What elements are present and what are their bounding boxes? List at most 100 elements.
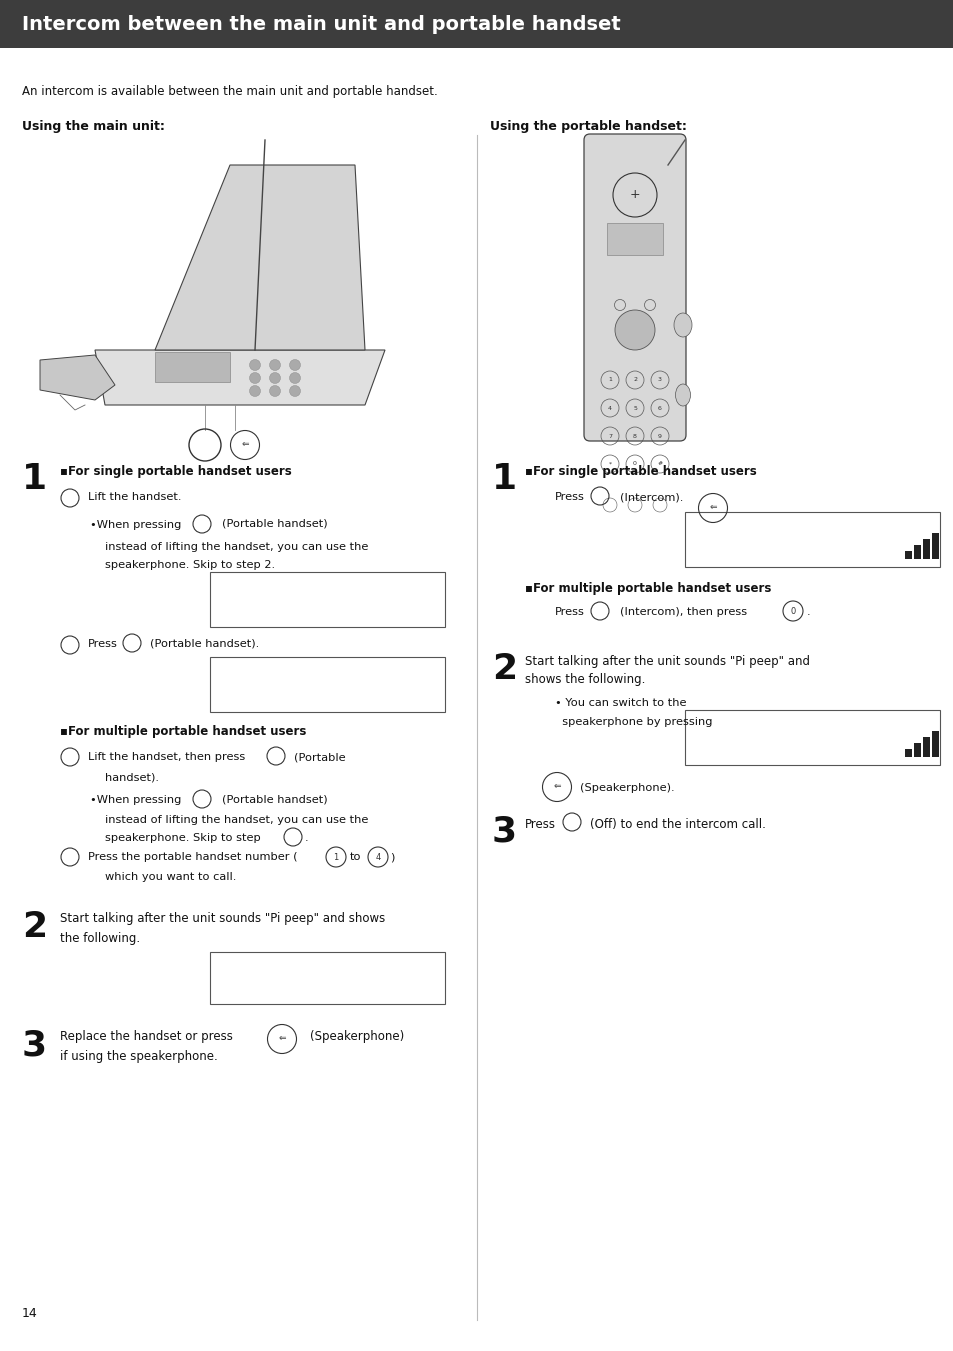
Text: (Intercom), then press: (Intercom), then press xyxy=(619,607,746,617)
Text: to: to xyxy=(350,852,361,862)
Text: Lift the handset, then press: Lift the handset, then press xyxy=(88,753,245,762)
Text: 1: 1 xyxy=(333,852,338,862)
Text: (Off) to end the intercom call.: (Off) to end the intercom call. xyxy=(589,817,765,831)
Text: 1: 1 xyxy=(607,377,611,382)
Text: 2: 2 xyxy=(633,377,637,382)
Bar xyxy=(684,711,939,765)
Circle shape xyxy=(289,385,300,396)
Text: •When pressing: •When pressing xyxy=(90,794,181,805)
Text: An intercom is available between the main unit and portable handset.: An intercom is available between the mai… xyxy=(22,85,437,99)
Text: 1: 1 xyxy=(22,462,47,496)
Circle shape xyxy=(269,359,280,370)
Circle shape xyxy=(289,359,300,370)
Text: 14: 14 xyxy=(22,1306,38,1320)
Bar xyxy=(913,743,920,757)
Text: Start talking after the unit sounds "Pi peep" and shows: Start talking after the unit sounds "Pi … xyxy=(60,912,385,925)
Bar xyxy=(606,223,662,255)
Text: handset).: handset). xyxy=(105,771,159,782)
Text: ▪For single portable handset users: ▪For single portable handset users xyxy=(60,465,292,478)
Text: 3: 3 xyxy=(22,1028,47,1062)
Text: 3: 3 xyxy=(492,815,517,848)
Text: 2: 2 xyxy=(492,653,517,686)
Bar xyxy=(923,539,929,559)
Text: Using the portable handset:: Using the portable handset: xyxy=(490,120,686,132)
Text: 6: 6 xyxy=(658,405,661,411)
Text: speakerphone by pressing: speakerphone by pressing xyxy=(555,717,712,727)
Text: Replace the handset or press: Replace the handset or press xyxy=(60,1029,233,1043)
Text: 3: 3 xyxy=(658,377,661,382)
Text: 0: 0 xyxy=(789,607,795,616)
Text: #: # xyxy=(657,462,662,466)
Circle shape xyxy=(269,385,280,396)
Text: 1: 1 xyxy=(492,462,517,496)
Bar xyxy=(904,748,911,757)
Text: ⇐: ⇐ xyxy=(278,1035,286,1043)
Text: (Portable handset): (Portable handset) xyxy=(222,794,327,805)
Text: Press: Press xyxy=(88,639,118,648)
Text: the following.: the following. xyxy=(60,932,140,944)
Text: (Speakerphone).: (Speakerphone). xyxy=(579,784,674,793)
Text: ⇐: ⇐ xyxy=(708,504,716,512)
Text: ▪For multiple portable handset users: ▪For multiple portable handset users xyxy=(60,725,306,738)
Text: speakerphone. Skip to step 2.: speakerphone. Skip to step 2. xyxy=(105,561,274,570)
Text: Start talking after the unit sounds "Pi peep" and: Start talking after the unit sounds "Pi … xyxy=(524,655,809,667)
Ellipse shape xyxy=(673,313,691,336)
Text: ⇐: ⇐ xyxy=(241,440,249,450)
Text: 4: 4 xyxy=(375,852,380,862)
Text: .: . xyxy=(806,607,810,617)
Ellipse shape xyxy=(675,384,690,407)
Bar xyxy=(154,353,230,382)
Bar xyxy=(210,952,444,1004)
Text: • You can switch to the: • You can switch to the xyxy=(555,698,686,708)
Text: .: . xyxy=(305,834,309,843)
Text: (Portable: (Portable xyxy=(294,753,345,762)
Polygon shape xyxy=(154,165,365,350)
Text: *: * xyxy=(608,462,611,466)
Text: Press: Press xyxy=(555,492,584,503)
Text: 8: 8 xyxy=(633,434,637,439)
Text: which you want to call.: which you want to call. xyxy=(105,871,236,882)
Circle shape xyxy=(615,309,655,350)
Text: ⇐: ⇐ xyxy=(553,782,560,792)
Text: instead of lifting the handset, you can use the: instead of lifting the handset, you can … xyxy=(105,815,368,825)
Bar xyxy=(684,512,939,567)
Text: speakerphone. Skip to step: speakerphone. Skip to step xyxy=(105,834,260,843)
Text: shows the following.: shows the following. xyxy=(524,673,644,686)
Bar xyxy=(923,738,929,757)
Bar xyxy=(931,534,938,559)
Circle shape xyxy=(289,373,300,384)
Text: (Portable handset): (Portable handset) xyxy=(222,517,327,528)
Circle shape xyxy=(250,359,260,370)
Bar xyxy=(931,731,938,757)
Bar xyxy=(210,571,444,627)
Text: ): ) xyxy=(390,852,394,862)
Text: (Intercom).: (Intercom). xyxy=(619,492,682,503)
Polygon shape xyxy=(95,350,385,405)
Text: ▪For single portable handset users: ▪For single portable handset users xyxy=(524,465,756,478)
Text: Press: Press xyxy=(555,607,584,617)
Text: Using the main unit:: Using the main unit: xyxy=(22,120,165,132)
Circle shape xyxy=(250,373,260,384)
Text: •When pressing: •When pressing xyxy=(90,520,181,530)
Text: ▪For multiple portable handset users: ▪For multiple portable handset users xyxy=(524,582,771,594)
Text: Intercom between the main unit and portable handset: Intercom between the main unit and porta… xyxy=(22,15,620,34)
Text: 9: 9 xyxy=(658,434,661,439)
Text: Lift the handset.: Lift the handset. xyxy=(88,492,181,503)
Text: (Speakerphone): (Speakerphone) xyxy=(310,1029,404,1043)
Circle shape xyxy=(269,373,280,384)
Circle shape xyxy=(250,385,260,396)
Text: +: + xyxy=(629,189,639,201)
Text: Press: Press xyxy=(524,817,556,831)
Text: if using the speakerphone.: if using the speakerphone. xyxy=(60,1050,217,1063)
FancyBboxPatch shape xyxy=(583,134,685,440)
Text: 2: 2 xyxy=(22,911,47,944)
Text: Press the portable handset number (: Press the portable handset number ( xyxy=(88,852,297,862)
Text: 0: 0 xyxy=(633,462,637,466)
Text: 7: 7 xyxy=(607,434,612,439)
Text: 4: 4 xyxy=(607,405,612,411)
Bar xyxy=(210,657,444,712)
Bar xyxy=(0,0,953,49)
Text: 5: 5 xyxy=(633,405,637,411)
Text: (Portable handset).: (Portable handset). xyxy=(150,639,259,648)
Polygon shape xyxy=(40,355,115,400)
